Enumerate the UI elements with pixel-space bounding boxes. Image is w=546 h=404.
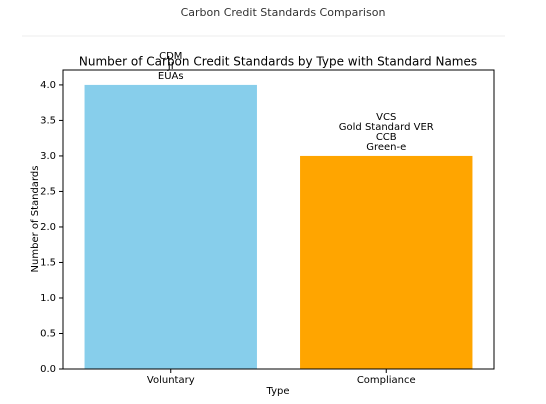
- y-tick-label: 4.0: [40, 80, 56, 91]
- y-tick-label: 1.5: [40, 257, 56, 268]
- page-title: Carbon Credit Standards Comparison: [181, 6, 386, 19]
- x-tick-label: Voluntary: [147, 375, 195, 386]
- y-tick-label: 1.0: [40, 293, 56, 304]
- annotation: EUAs: [158, 71, 184, 82]
- annotation: VCS: [376, 112, 396, 123]
- bar: [84, 84, 257, 369]
- y-tick-label: 2.5: [40, 186, 56, 197]
- annotation: JI: [167, 61, 174, 72]
- y-tick-label: 0.0: [40, 364, 56, 375]
- y-tick-label: 2.0: [40, 222, 56, 233]
- annotation: CCB: [376, 132, 397, 143]
- chart-title: Number of Carbon Credit Standards by Typ…: [79, 55, 477, 69]
- annotation: Green-e: [366, 142, 406, 153]
- y-axis-label: Number of Standards: [30, 166, 41, 273]
- x-axis-label: Type: [266, 386, 290, 397]
- annotation: Gold Standard VER: [339, 122, 434, 133]
- y-tick-label: 3.5: [40, 115, 56, 126]
- y-tick-label: 3.0: [40, 151, 56, 162]
- y-tick-label: 0.5: [40, 328, 56, 339]
- bar: [300, 155, 473, 369]
- plot-frame: [62, 69, 495, 370]
- annotation: CDM: [159, 51, 182, 62]
- x-tick-label: Compliance: [357, 375, 416, 386]
